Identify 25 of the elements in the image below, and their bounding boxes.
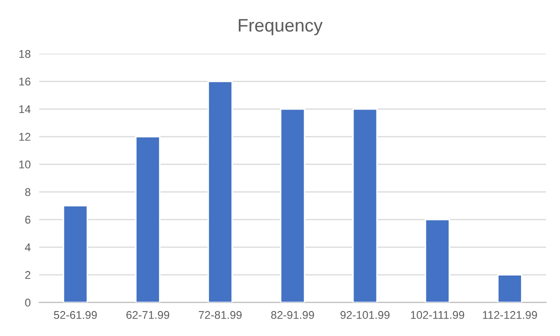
bar [62,205,88,302]
y-tick-label: 6 [25,216,30,224]
x-tick-label: 72-81.99 [198,311,242,319]
x-tick-label: 82-91.99 [271,311,314,319]
x-tick-label: 62-71.99 [126,311,170,319]
x-tick-label: 52-61.99 [54,311,97,319]
bar [352,108,378,302]
x-tick-label: 112-121.99 [482,311,537,319]
bar [208,80,233,302]
y-tick-label: 8 [25,188,30,196]
chart-title: Frequency [238,19,323,36]
y-tick-label: 10 [19,160,30,168]
y-tick-label: 14 [19,105,31,114]
bar [135,136,160,302]
bar [424,218,450,302]
x-tick-label: 102-111.99 [410,311,464,319]
y-tick-label: 2 [25,271,30,279]
y-tick-label: 4 [24,244,31,252]
y-tick-label: 16 [19,78,30,86]
y-tick-label: 18 [19,50,30,58]
bar [280,108,306,302]
y-tick-label: 12 [19,132,30,141]
x-tick-label: 92-101.99 [340,311,390,319]
y-tick-label: 0 [25,298,30,307]
bar [497,274,522,302]
